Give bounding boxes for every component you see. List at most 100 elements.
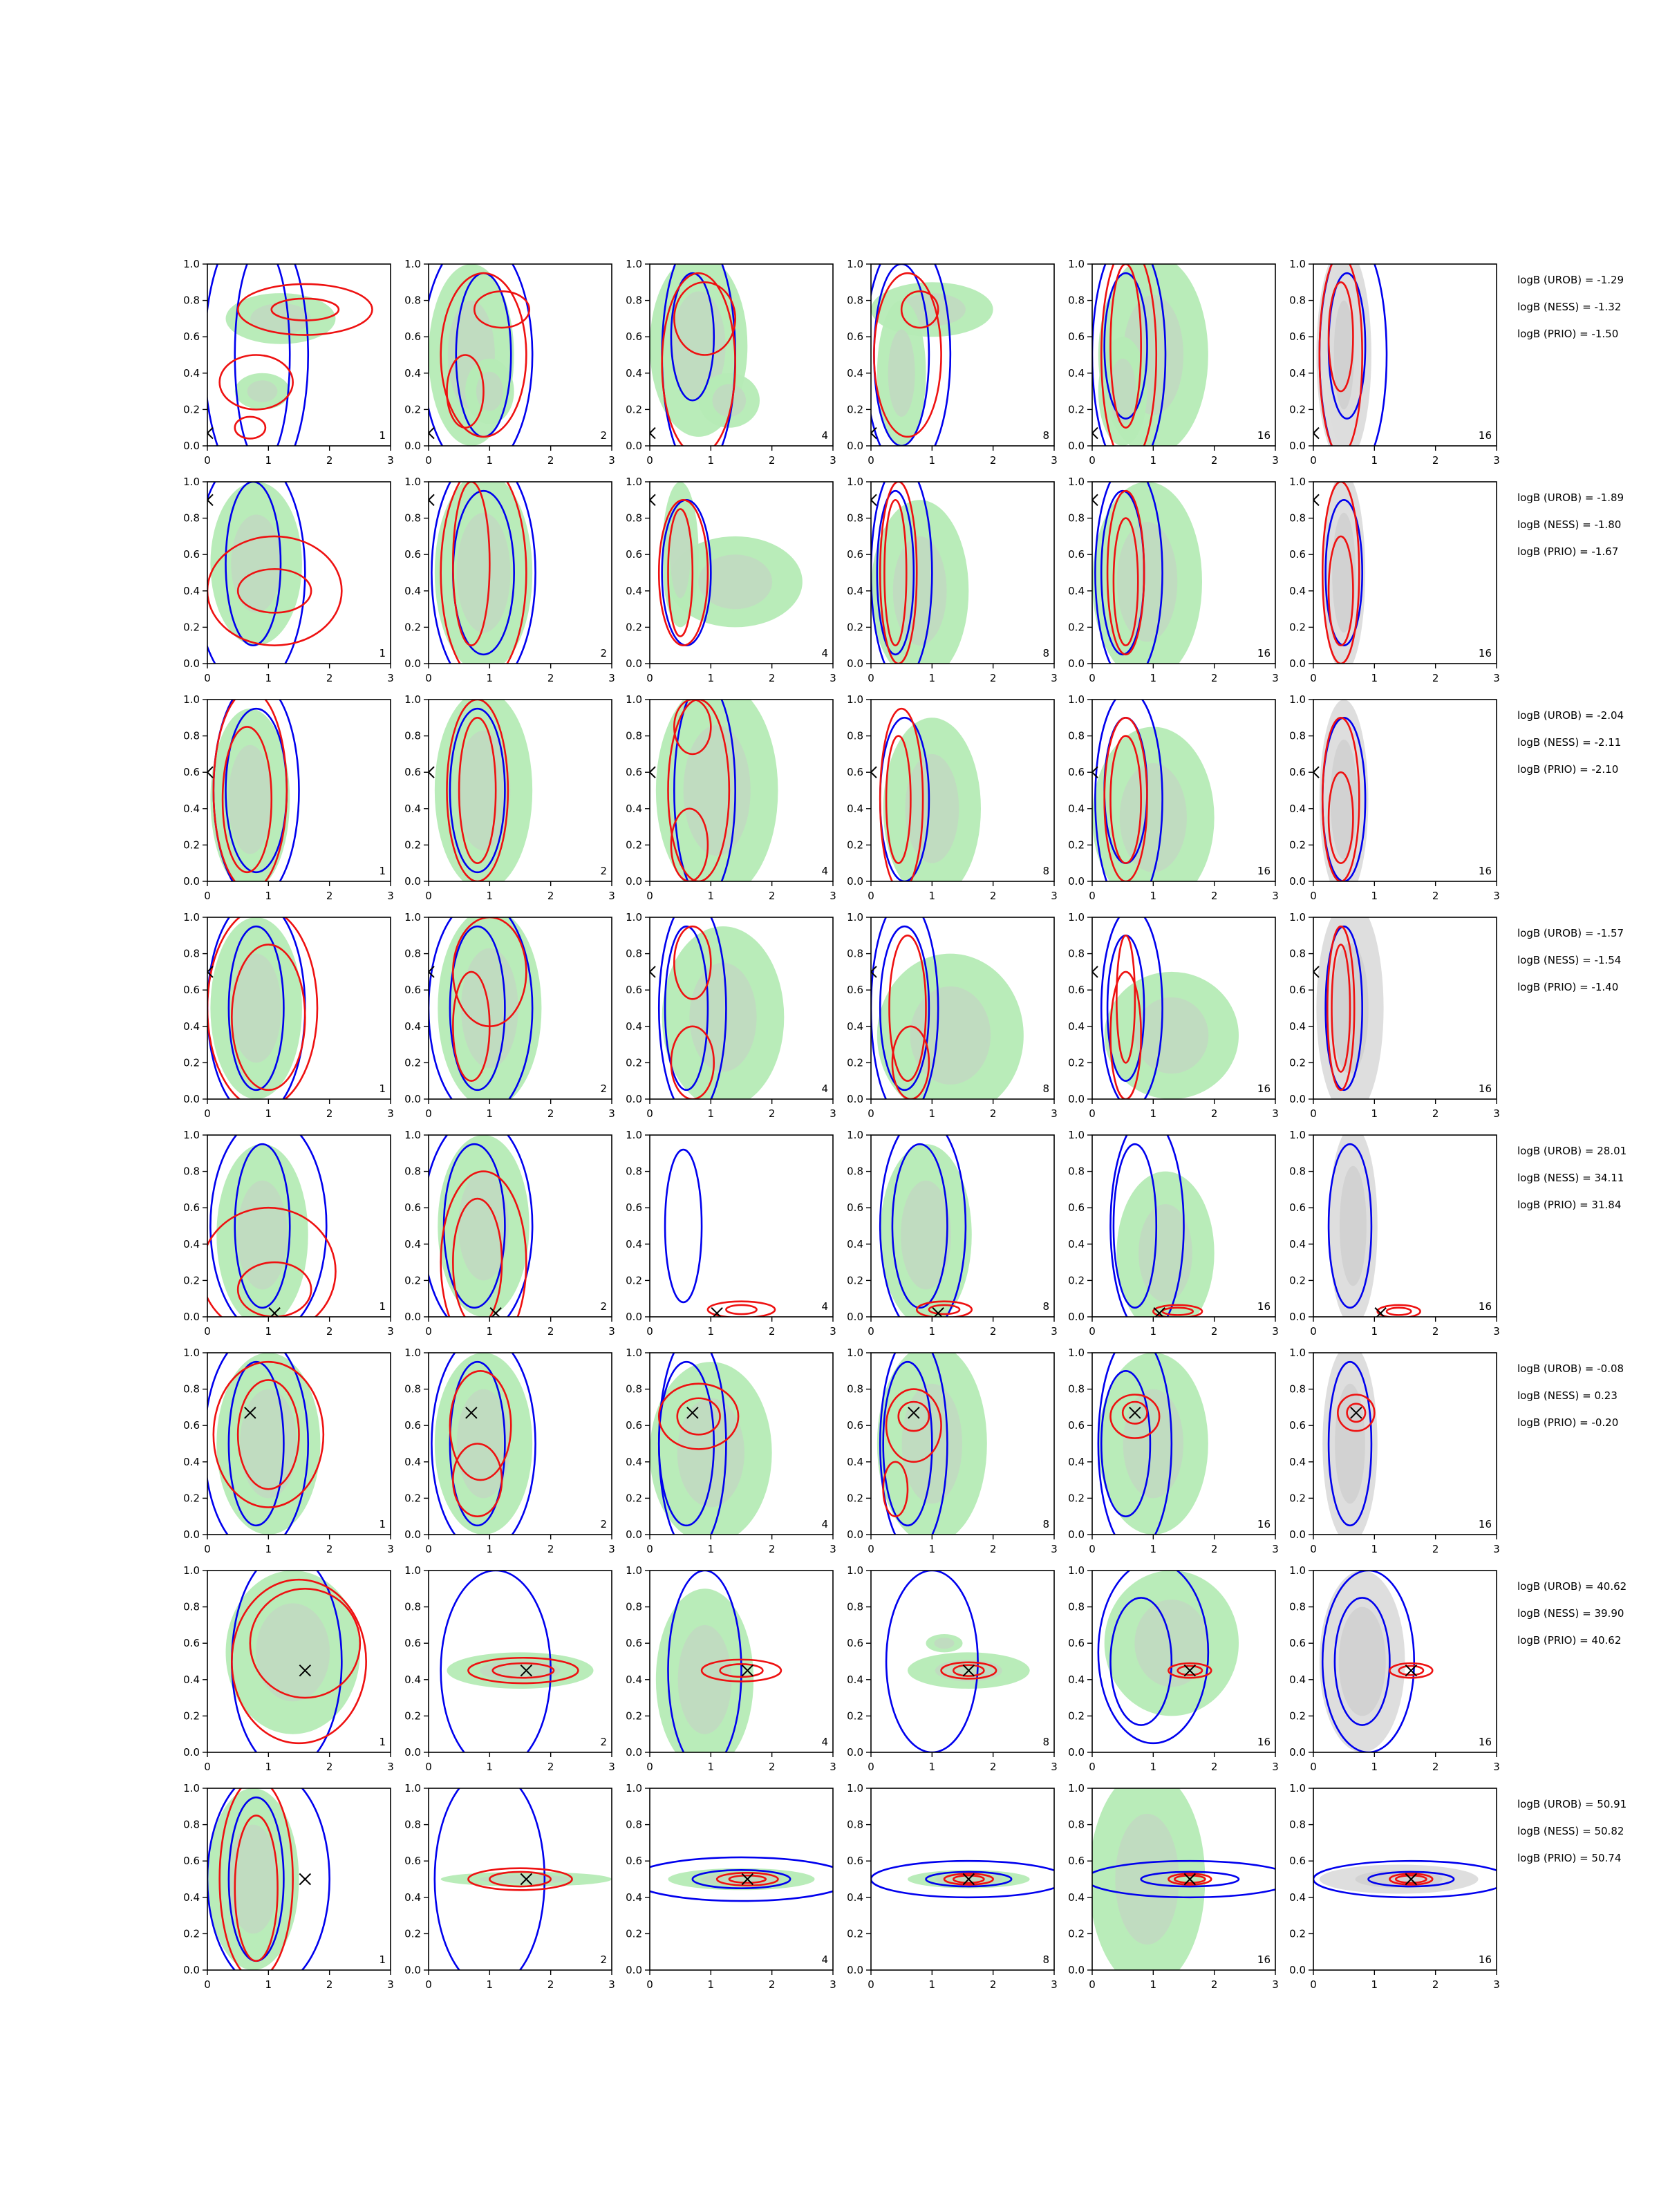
green-density-core: [1115, 1813, 1179, 1945]
red-contour: [1173, 1874, 1206, 1884]
red-contour: [943, 1873, 994, 1886]
green-density-core: [228, 744, 272, 854]
plot-area: [207, 482, 343, 664]
red-contour: [673, 281, 736, 356]
gray-density-region: [1322, 482, 1366, 664]
x-tick-label: 0: [204, 1325, 211, 1338]
y-tick-label: 0.0: [1289, 440, 1306, 452]
logb-urob-label: logB (UROB) = -0.08: [1517, 1362, 1624, 1375]
y-tick-label: 0.0: [404, 1528, 421, 1541]
y-tick-label: 0.8: [404, 512, 421, 525]
y-tick-label: 0.8: [1068, 730, 1085, 742]
red-contour: [670, 807, 709, 881]
blue-contour: [664, 1148, 703, 1304]
x-tick-label: 0: [1310, 1107, 1317, 1120]
y-tick-label: 0.0: [404, 1311, 421, 1323]
panel-r6-c5: 0 1 2 3 0.0 0.2 0.4 0.6 0.8 1.0 16: [1068, 1347, 1279, 1555]
panel-r7-c4: 0 1 2 3 0.0 0.2 0.4 0.6 0.8 1.0 8: [847, 1564, 1058, 1773]
green-density-region: [1092, 1788, 1206, 1970]
x-tick-label: 0: [1310, 890, 1317, 902]
panel-r2-c5: 0 1 2 3 0.0 0.2 0.4 0.6 0.8 1.0 16: [1068, 476, 1279, 684]
green-density-region: [210, 709, 290, 881]
y-tick-label: 0.8: [1289, 1165, 1306, 1178]
blue-contour: [1367, 1871, 1455, 1888]
plot-area: [1092, 700, 1215, 881]
truth-marker: [1313, 427, 1320, 440]
panel-r4-c3: 0 1 2 3 0.0 0.2 0.4 0.6 0.8 1.0 4: [626, 911, 836, 1120]
x-tick-label: 1: [708, 1761, 715, 1773]
red-contour: [1331, 944, 1351, 1073]
red-contour: [207, 535, 343, 646]
y-tick-label: 0.2: [404, 838, 421, 851]
plot-area: [879, 1135, 973, 1317]
y-tick-label: 0.4: [404, 1238, 421, 1250]
panel-label: 8: [1042, 1736, 1049, 1748]
panel-label: 16: [1257, 1082, 1271, 1095]
axes-frame: [207, 1570, 391, 1753]
x-tick-label: 2: [990, 1761, 997, 1773]
red-contour: [657, 498, 709, 646]
x-tick-label: 3: [1272, 1978, 1279, 1991]
x-tick-label: 3: [1051, 1978, 1058, 1991]
panel-r5-c6: 0 1 2 3 0.0 0.2 0.4 0.6 0.8 1.0 16: [1289, 1129, 1500, 1338]
x-tick-label: 2: [990, 1978, 997, 1991]
panel-label: 16: [1257, 1300, 1271, 1313]
red-contour: [236, 1261, 312, 1317]
y-tick-label: 0.4: [1068, 803, 1085, 815]
y-tick-label: 0.2: [1289, 621, 1306, 633]
red-contour: [221, 726, 273, 874]
y-tick-label: 0.2: [626, 838, 642, 851]
y-tick-label: 0.8: [1289, 512, 1306, 525]
x-tick-label: 1: [1150, 890, 1157, 902]
x-tick-label: 0: [204, 1107, 211, 1120]
gray-density-region: [1319, 1864, 1479, 1894]
y-tick-label: 0.6: [626, 330, 642, 343]
truth-marker: [871, 966, 877, 978]
logb-ness-label: logB (NESS) = 39.90: [1517, 1607, 1624, 1620]
panel-r7-c1: 0 1 2 3 0.0 0.2 0.4 0.6 0.8 1.0 1: [183, 1564, 394, 1773]
axes-frame: [649, 1570, 834, 1753]
blue-contour: [207, 1353, 310, 1535]
y-tick-label: 0.6: [847, 984, 863, 996]
red-contour: [452, 917, 527, 1028]
red-contour: [661, 272, 736, 446]
y-tick-label: 0.4: [183, 803, 200, 815]
red-contour: [1346, 1403, 1367, 1423]
x-tick-label: 1: [487, 672, 494, 684]
x-tick-label: 0: [646, 1325, 653, 1338]
y-tick-label: 0.4: [404, 803, 421, 815]
x-tick-label: 1: [929, 672, 936, 684]
axes-frame: [1091, 263, 1276, 447]
truth-marker: [650, 494, 656, 507]
x-tick-label: 2: [547, 890, 554, 902]
axes-frame: [1313, 1788, 1497, 1971]
x-tick-label: 0: [1089, 890, 1096, 902]
truth-marker: [207, 494, 214, 507]
red-contour: [657, 1382, 740, 1450]
red-contour: [1161, 1306, 1194, 1316]
x-tick-label: 2: [990, 890, 997, 902]
x-tick-label: 1: [487, 454, 494, 467]
red-contour: [891, 1025, 930, 1099]
y-tick-label: 0.2: [1068, 1274, 1085, 1286]
y-tick-label: 0.0: [847, 657, 863, 670]
red-contour: [212, 1360, 325, 1508]
green-density-core: [892, 536, 947, 646]
axes-frame: [1313, 263, 1497, 447]
y-tick-label: 0.0: [404, 1964, 421, 1976]
y-tick-label: 0.8: [183, 512, 200, 525]
red-contour: [719, 1663, 764, 1678]
truth-marker: [489, 1307, 502, 1317]
panel-label: 16: [1257, 647, 1271, 659]
green-density-core: [934, 1638, 955, 1649]
y-tick-label: 0.0: [847, 1311, 863, 1323]
panel-r5-c5: 0 1 2 3 0.0 0.2 0.4 0.6 0.8 1.0 16: [1068, 1129, 1279, 1338]
y-tick-label: 1.0: [847, 476, 863, 488]
logb-ness-label: logB (NESS) = 0.23: [1517, 1389, 1618, 1402]
y-tick-label: 1.0: [1289, 693, 1306, 706]
green-density-core: [231, 953, 282, 1063]
y-tick-label: 0.2: [183, 1709, 200, 1722]
plot-area: [1313, 1859, 1497, 1899]
blue-contour: [1109, 1597, 1173, 1726]
gray-density-region: [1319, 1571, 1405, 1752]
